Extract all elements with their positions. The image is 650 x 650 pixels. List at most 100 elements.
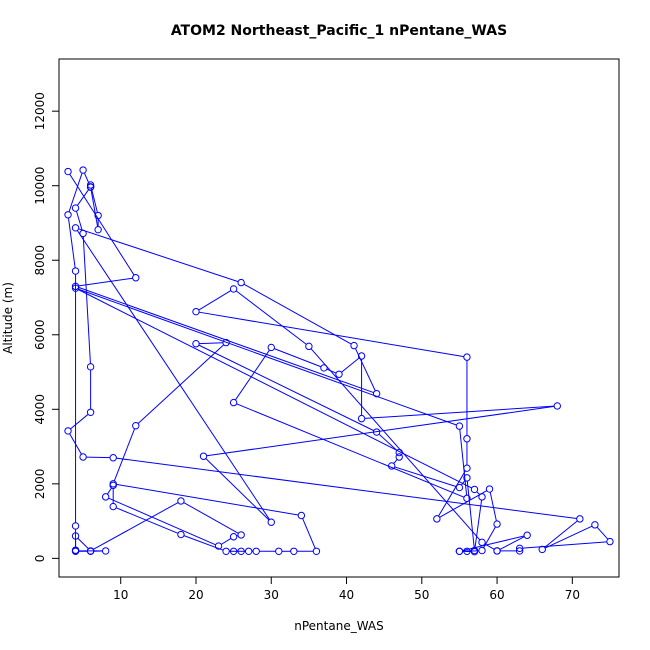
x-axis-title: nPentane_WAS <box>294 619 383 633</box>
series-segment <box>183 502 239 534</box>
data-point <box>237 531 245 539</box>
series-segment <box>78 286 374 394</box>
data-point <box>538 545 546 554</box>
data-point <box>132 274 140 282</box>
x-tick-label: 20 <box>188 588 203 602</box>
series-segment <box>75 210 83 231</box>
data-point <box>493 520 501 528</box>
data-point <box>94 211 102 220</box>
data-point <box>86 547 95 555</box>
series-segment <box>499 536 525 550</box>
data-point <box>132 421 140 430</box>
data-point <box>312 547 321 555</box>
series-segment <box>90 187 98 213</box>
series-segment <box>67 217 76 268</box>
data-point <box>109 481 117 490</box>
data-point <box>109 502 117 511</box>
data-point <box>199 452 208 460</box>
x-tick-label: 60 <box>489 588 504 602</box>
series-segment <box>93 502 179 550</box>
data-point <box>463 435 471 443</box>
series-segment <box>137 344 225 424</box>
data-point <box>372 428 381 436</box>
series-segment <box>198 290 232 311</box>
y-tick-label: 8000 <box>33 245 47 276</box>
data-point <box>463 464 471 472</box>
data-point <box>395 448 403 457</box>
x-tick-label: 10 <box>113 588 128 602</box>
data-point <box>229 398 238 407</box>
series-segment <box>544 520 578 548</box>
series-segment <box>115 507 179 534</box>
data-point <box>71 204 80 212</box>
series-segment <box>116 483 299 516</box>
series-segment <box>394 466 457 488</box>
series-segment <box>82 236 91 364</box>
data-point <box>229 285 238 293</box>
data-point <box>455 547 464 555</box>
y-axis: 0 2000 4000 6000 8000 10000 12000 <box>33 92 60 563</box>
series-segment <box>544 525 593 549</box>
data-point <box>576 515 584 523</box>
data-point <box>478 538 486 547</box>
y-tick-label: 0 <box>33 555 47 563</box>
data-point <box>463 547 471 555</box>
series-segment <box>183 535 224 551</box>
chart-title: ATOM2 Northeast_Pacific_1 nPentane_WAS <box>171 23 507 39</box>
series-segment <box>522 541 607 549</box>
data-point <box>86 408 95 416</box>
data-point <box>455 483 464 492</box>
x-tick-label: 50 <box>414 588 429 602</box>
y-axis-title: Altitude (m) <box>1 282 15 354</box>
data-point <box>395 453 403 461</box>
data-point <box>470 546 479 555</box>
data-point <box>455 422 464 430</box>
data-point <box>305 342 313 351</box>
data-point <box>214 542 223 550</box>
data-point <box>222 547 230 555</box>
data-point <box>64 427 72 435</box>
data-point <box>463 474 471 482</box>
data-point <box>79 166 87 174</box>
series-segment <box>206 405 555 457</box>
data-point <box>433 515 441 523</box>
series-segment <box>459 429 468 496</box>
series-segment <box>205 458 270 521</box>
data-point <box>229 533 238 541</box>
data-point <box>335 370 343 378</box>
series-segment <box>68 172 83 212</box>
x-tick-label: 70 <box>565 588 580 602</box>
data-point <box>86 363 95 371</box>
series-segment <box>86 456 111 459</box>
data-point <box>86 183 95 191</box>
data-point <box>79 453 87 461</box>
series-segment <box>108 497 216 546</box>
series-segment <box>106 487 112 495</box>
data-point <box>485 485 494 493</box>
series-segment <box>78 288 457 426</box>
data-point <box>101 493 110 501</box>
series-segment <box>221 538 232 545</box>
data-point <box>192 307 200 316</box>
data-point <box>297 511 306 520</box>
series-segment <box>378 433 398 451</box>
data-point <box>290 547 298 555</box>
data-point <box>387 462 396 470</box>
data-point <box>267 343 275 352</box>
series-segment <box>90 190 99 227</box>
data-point <box>478 493 486 501</box>
data-point <box>71 532 80 540</box>
data-point <box>71 282 80 291</box>
series-segment <box>302 518 316 549</box>
data-point <box>244 547 253 555</box>
x-axis: 10 20 30 40 50 60 70 <box>113 576 580 602</box>
x-tick-label: 40 <box>339 588 354 602</box>
series-segment <box>199 342 223 345</box>
series-segment <box>274 348 322 368</box>
series-segment <box>199 311 464 358</box>
data-point <box>357 414 366 423</box>
data-point <box>192 340 200 348</box>
data-point <box>71 267 80 275</box>
